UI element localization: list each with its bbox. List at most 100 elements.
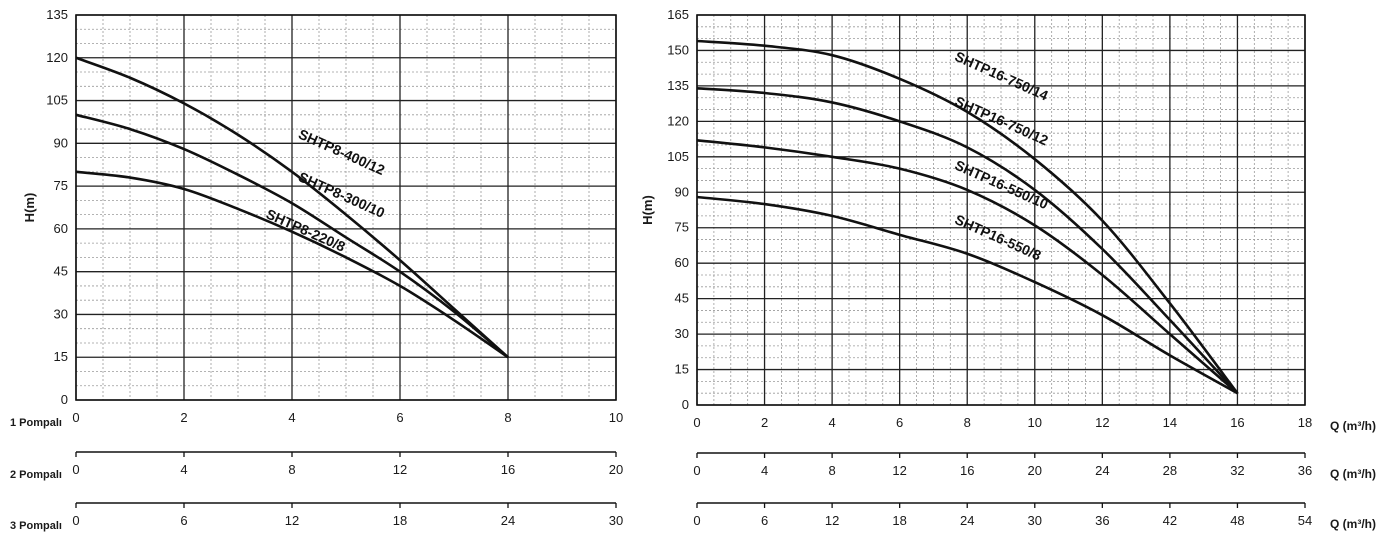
- x-tick-label: 8: [288, 462, 295, 477]
- y-tick-label: 45: [675, 291, 689, 306]
- x-axis-row-2: 0 4 8 12 16 20 24 28 32 36 Q (m³/h): [693, 452, 1376, 481]
- x-tick-label: 0: [693, 513, 700, 528]
- x-tick-label: 10: [609, 410, 623, 425]
- x-tick-label: 18: [892, 513, 906, 528]
- x-tick-label: 0: [72, 513, 79, 528]
- x-tick-label: 12: [393, 462, 407, 477]
- pump-count-label: 1 Pompalı: [10, 417, 62, 429]
- curve-label-shtp8-400-12: SHTP8-400/12: [296, 126, 387, 178]
- y-tick-label: 90: [54, 135, 68, 150]
- y-tick-label: 120: [46, 50, 68, 65]
- x-tick-label: 12: [892, 463, 906, 478]
- y-tick-label: 120: [667, 113, 689, 128]
- x-tick-label: 24: [1095, 463, 1109, 478]
- minor-grid: [76, 15, 616, 400]
- x-tick-label: 12: [285, 513, 299, 528]
- x-tick-label: 24: [960, 513, 974, 528]
- x-axis-row-1: 0 2 4 6 8 10 12 14 16 18 Q (m³/h): [693, 415, 1376, 433]
- y-tick-label: 90: [675, 184, 689, 199]
- y-tick-label: 75: [54, 178, 68, 193]
- y-tick-label: 105: [667, 149, 689, 164]
- x-tick-label: 4: [761, 463, 768, 478]
- y-tick-label: 30: [675, 326, 689, 341]
- x-tick-label: 4: [288, 410, 295, 425]
- y-axis-title: H(m): [22, 193, 37, 223]
- x-tick-label: 8: [964, 415, 971, 430]
- x-tick-label: 16: [501, 462, 515, 477]
- x-tick-label: 8: [828, 463, 835, 478]
- x-tick-label: 10: [1028, 415, 1042, 430]
- y-axis-title: H(m): [640, 195, 655, 225]
- y-tick-label: 60: [675, 255, 689, 270]
- pump-count-label: 2 Pompalı: [10, 469, 62, 481]
- minor-grid: [697, 15, 1305, 405]
- x-tick-label: 48: [1230, 513, 1244, 528]
- x-tick-label: 32: [1230, 463, 1244, 478]
- x-tick-label: 0: [72, 462, 79, 477]
- curve-label-shtp16-550-8: SHTP16-550/8: [952, 211, 1043, 263]
- x-tick-label: 12: [825, 513, 839, 528]
- y-tick-label: 75: [675, 220, 689, 235]
- x-unit-label: Q (m³/h): [1330, 419, 1376, 433]
- pump-count-label: 3 Pompalı: [10, 520, 62, 532]
- y-tick-label: 105: [46, 93, 68, 108]
- curve-shtp16-550-8: [696, 195, 1239, 395]
- y-tick-label: 0: [682, 397, 689, 412]
- y-tick-label: 135: [46, 7, 68, 22]
- x-axis-row-3: 0 6 12 18 24 30 3 Pompalı: [10, 502, 623, 532]
- plot-frame: [696, 14, 1306, 406]
- x-tick-label: 18: [1298, 415, 1312, 430]
- x-tick-label: 24: [501, 513, 515, 528]
- x-tick-label: 6: [896, 415, 903, 430]
- y-tick-label: 15: [675, 362, 689, 377]
- x-tick-label: 36: [1298, 463, 1312, 478]
- x-tick-label: 42: [1163, 513, 1177, 528]
- major-grid: [696, 14, 1306, 406]
- x-tick-label: 6: [396, 410, 403, 425]
- x-tick-label: 36: [1095, 513, 1109, 528]
- x-tick-label: 2: [180, 410, 187, 425]
- plot-frame: [75, 14, 617, 401]
- y-tick-label: 45: [54, 264, 68, 279]
- x-unit-label: Q (m³/h): [1330, 517, 1376, 531]
- curve-shtp16-550-10: [696, 138, 1239, 395]
- x-tick-label: 6: [761, 513, 768, 528]
- y-tick-label: 0: [61, 392, 68, 407]
- x-tick-label: 54: [1298, 513, 1312, 528]
- x-axis-row-2: 0 4 8 12 16 20 2 Pompalı: [10, 451, 623, 481]
- x-tick-label: 20: [609, 462, 623, 477]
- x-tick-label: 4: [828, 415, 835, 430]
- y-tick-label: 30: [54, 306, 68, 321]
- x-tick-label: 12: [1095, 415, 1109, 430]
- y-tick-label: 60: [54, 221, 68, 236]
- x-tick-label: 0: [72, 410, 79, 425]
- x-tick-label: 14: [1163, 415, 1177, 430]
- x-tick-label: 8: [504, 410, 511, 425]
- x-tick-label: 2: [761, 415, 768, 430]
- y-tick-label: 15: [54, 349, 68, 364]
- curve-shtp8-220-8: [75, 170, 509, 359]
- curve-shtp8-400-12: [75, 56, 509, 359]
- x-tick-label: 18: [393, 513, 407, 528]
- curve-shtp16-750-12: [696, 86, 1239, 395]
- x-tick-label: 4: [180, 462, 187, 477]
- x-tick-label: 30: [1028, 513, 1042, 528]
- x-tick-label: 6: [180, 513, 187, 528]
- x-tick-label: 16: [1230, 415, 1244, 430]
- y-tick-label: 150: [667, 42, 689, 57]
- x-tick-label: 0: [693, 415, 700, 430]
- x-axis-row-1: 0 2 4 6 8 10 1 Pompalı: [10, 410, 623, 429]
- x-tick-label: 28: [1163, 463, 1177, 478]
- x-axis-row-3: 0 6 12 18 24 30 36 42 48 54 Q (m³/h): [693, 502, 1376, 531]
- x-tick-label: 20: [1028, 463, 1042, 478]
- y-tick-label: 165: [667, 7, 689, 22]
- x-unit-label: Q (m³/h): [1330, 467, 1376, 481]
- x-tick-label: 30: [609, 513, 623, 528]
- x-tick-label: 16: [960, 463, 974, 478]
- curve-shtp8-300-10: [75, 113, 509, 359]
- x-tick-label: 0: [693, 463, 700, 478]
- y-tick-label: 135: [667, 78, 689, 93]
